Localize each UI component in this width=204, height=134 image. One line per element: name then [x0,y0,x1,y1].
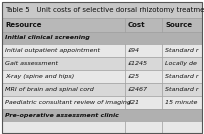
Bar [125,70,162,83]
Text: MRI of brain and spinal cord: MRI of brain and spinal cord [5,87,94,92]
Text: Gait assessment: Gait assessment [5,61,58,66]
Text: Standard r: Standard r [165,87,198,92]
Text: Cost: Cost [128,22,146,28]
Bar [125,83,162,96]
Bar [162,70,202,83]
Bar [2,70,125,83]
Bar [125,57,162,70]
Bar [162,18,202,32]
Bar [2,32,202,44]
Text: Table 5   Unit costs of selective dorsal rhizotomy treatment: Table 5 Unit costs of selective dorsal r… [5,7,204,13]
Bar [2,44,125,57]
Bar [125,44,162,57]
Text: Standard r: Standard r [165,74,198,79]
Text: Locally de: Locally de [165,61,197,66]
Text: £94: £94 [128,48,140,53]
Bar [2,18,125,32]
Text: Resource: Resource [5,22,41,28]
Bar [2,109,202,121]
Text: Source: Source [165,22,192,28]
Text: £21: £21 [128,100,140,105]
Text: Standard r: Standard r [165,48,198,53]
Text: Paediatric consultant review of imaging: Paediatric consultant review of imaging [5,100,131,105]
Bar [2,96,125,109]
Bar [2,2,202,18]
Bar [162,44,202,57]
Bar [162,96,202,109]
Bar [162,83,202,96]
Text: Pre-operative assessment clinic: Pre-operative assessment clinic [5,113,119,118]
Text: £2467: £2467 [128,87,148,92]
Bar [125,18,162,32]
Bar [162,57,202,70]
Text: X-ray (spine and hips): X-ray (spine and hips) [5,74,74,79]
Bar [2,83,125,96]
Text: Initial clinical screening: Initial clinical screening [5,36,90,40]
Bar [2,57,125,70]
Bar [125,121,162,133]
Bar [125,96,162,109]
Text: £25: £25 [128,74,140,79]
Bar [162,121,202,133]
Text: £1245: £1245 [128,61,148,66]
Text: Initial outpatient appointment: Initial outpatient appointment [5,48,100,53]
Bar [2,121,125,133]
Text: 15 minute: 15 minute [165,100,197,105]
